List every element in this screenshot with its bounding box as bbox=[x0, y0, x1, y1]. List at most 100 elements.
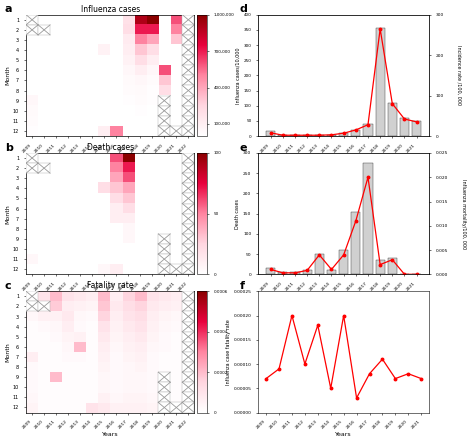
Text: c: c bbox=[5, 281, 11, 291]
Bar bbox=[182, 86, 194, 95]
Bar bbox=[182, 45, 194, 55]
Bar bbox=[351, 130, 360, 136]
Bar bbox=[182, 224, 194, 234]
Bar bbox=[182, 65, 194, 75]
Y-axis label: Month: Month bbox=[5, 342, 10, 362]
Bar bbox=[182, 352, 194, 362]
Bar bbox=[182, 173, 194, 183]
X-axis label: Years: Years bbox=[335, 432, 352, 437]
Bar bbox=[158, 126, 170, 136]
Bar bbox=[266, 268, 275, 274]
Bar bbox=[182, 203, 194, 214]
Y-axis label: Month: Month bbox=[5, 66, 10, 85]
Bar bbox=[412, 121, 421, 136]
Bar bbox=[278, 272, 287, 274]
Bar bbox=[182, 214, 194, 224]
Bar bbox=[170, 402, 182, 413]
Bar bbox=[182, 372, 194, 382]
Bar bbox=[26, 301, 38, 311]
Bar bbox=[291, 272, 300, 274]
Bar bbox=[182, 332, 194, 342]
Bar bbox=[158, 392, 170, 402]
Title: Death cases: Death cases bbox=[87, 143, 134, 152]
Bar bbox=[158, 244, 170, 254]
Bar bbox=[182, 311, 194, 322]
Bar bbox=[182, 402, 194, 413]
Text: b: b bbox=[5, 143, 13, 153]
Bar bbox=[182, 116, 194, 126]
Bar bbox=[38, 163, 50, 173]
Y-axis label: Influenza mortality/100, 000: Influenza mortality/100, 000 bbox=[461, 178, 466, 249]
Bar bbox=[182, 25, 194, 35]
Bar bbox=[182, 153, 194, 163]
Bar bbox=[315, 135, 324, 136]
Bar bbox=[26, 15, 38, 25]
Bar bbox=[182, 15, 194, 25]
Bar bbox=[182, 194, 194, 203]
Bar bbox=[26, 291, 38, 301]
Bar bbox=[182, 55, 194, 65]
Bar bbox=[182, 254, 194, 264]
Bar bbox=[182, 291, 194, 301]
Bar bbox=[182, 183, 194, 194]
Bar bbox=[302, 135, 312, 136]
Bar bbox=[38, 25, 50, 35]
Bar bbox=[266, 132, 275, 136]
Bar bbox=[315, 254, 324, 274]
Bar bbox=[158, 402, 170, 413]
Bar bbox=[339, 133, 348, 136]
Y-axis label: Death cases: Death cases bbox=[235, 198, 240, 229]
Bar bbox=[38, 301, 50, 311]
Text: a: a bbox=[5, 4, 12, 14]
Y-axis label: Incidence rate /100, 000: Incidence rate /100, 000 bbox=[456, 45, 462, 105]
Bar bbox=[170, 264, 182, 274]
Bar bbox=[388, 103, 397, 136]
Bar bbox=[182, 35, 194, 45]
Y-axis label: Influenza case fatality rate: Influenza case fatality rate bbox=[226, 319, 231, 385]
Bar bbox=[182, 301, 194, 311]
X-axis label: Years: Years bbox=[102, 432, 118, 437]
Bar bbox=[182, 163, 194, 173]
X-axis label: Years: Years bbox=[102, 293, 118, 298]
Bar bbox=[158, 95, 170, 106]
Bar bbox=[182, 362, 194, 372]
Bar bbox=[26, 153, 38, 163]
Bar bbox=[182, 244, 194, 254]
Text: f: f bbox=[239, 281, 245, 291]
Title: Fatality rate: Fatality rate bbox=[87, 281, 134, 290]
Bar bbox=[158, 372, 170, 382]
Bar bbox=[182, 382, 194, 392]
X-axis label: Years: Years bbox=[335, 293, 352, 298]
Y-axis label: Month: Month bbox=[5, 204, 10, 223]
Bar bbox=[351, 211, 360, 274]
X-axis label: Years: Years bbox=[335, 155, 352, 160]
Bar bbox=[182, 234, 194, 244]
Bar bbox=[375, 29, 385, 136]
Bar bbox=[182, 342, 194, 352]
Bar bbox=[158, 264, 170, 274]
X-axis label: Years: Years bbox=[102, 155, 118, 160]
Title: Influenza cases: Influenza cases bbox=[81, 5, 140, 14]
Bar bbox=[26, 163, 38, 173]
Bar bbox=[278, 135, 287, 136]
Text: d: d bbox=[239, 4, 247, 14]
Bar bbox=[327, 135, 336, 136]
Bar bbox=[339, 250, 348, 274]
Bar bbox=[26, 25, 38, 35]
Bar bbox=[158, 254, 170, 264]
Bar bbox=[158, 116, 170, 126]
Bar bbox=[182, 322, 194, 332]
Bar bbox=[375, 260, 385, 274]
Bar bbox=[364, 163, 373, 274]
Y-axis label: Influenza cases/10,000: Influenza cases/10,000 bbox=[236, 47, 241, 103]
Bar bbox=[158, 234, 170, 244]
Bar bbox=[158, 382, 170, 392]
Bar bbox=[182, 126, 194, 136]
Bar bbox=[400, 118, 409, 136]
Bar bbox=[364, 124, 373, 136]
Bar bbox=[182, 75, 194, 86]
Bar bbox=[170, 126, 182, 136]
Bar bbox=[182, 264, 194, 274]
Bar bbox=[291, 135, 300, 136]
Bar bbox=[302, 270, 312, 274]
